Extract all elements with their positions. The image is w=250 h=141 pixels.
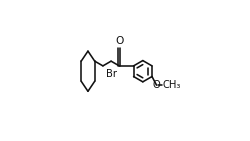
Text: O: O xyxy=(153,80,160,90)
Text: Br: Br xyxy=(106,69,117,79)
Text: CH₃: CH₃ xyxy=(163,80,181,90)
Text: O: O xyxy=(115,36,124,46)
